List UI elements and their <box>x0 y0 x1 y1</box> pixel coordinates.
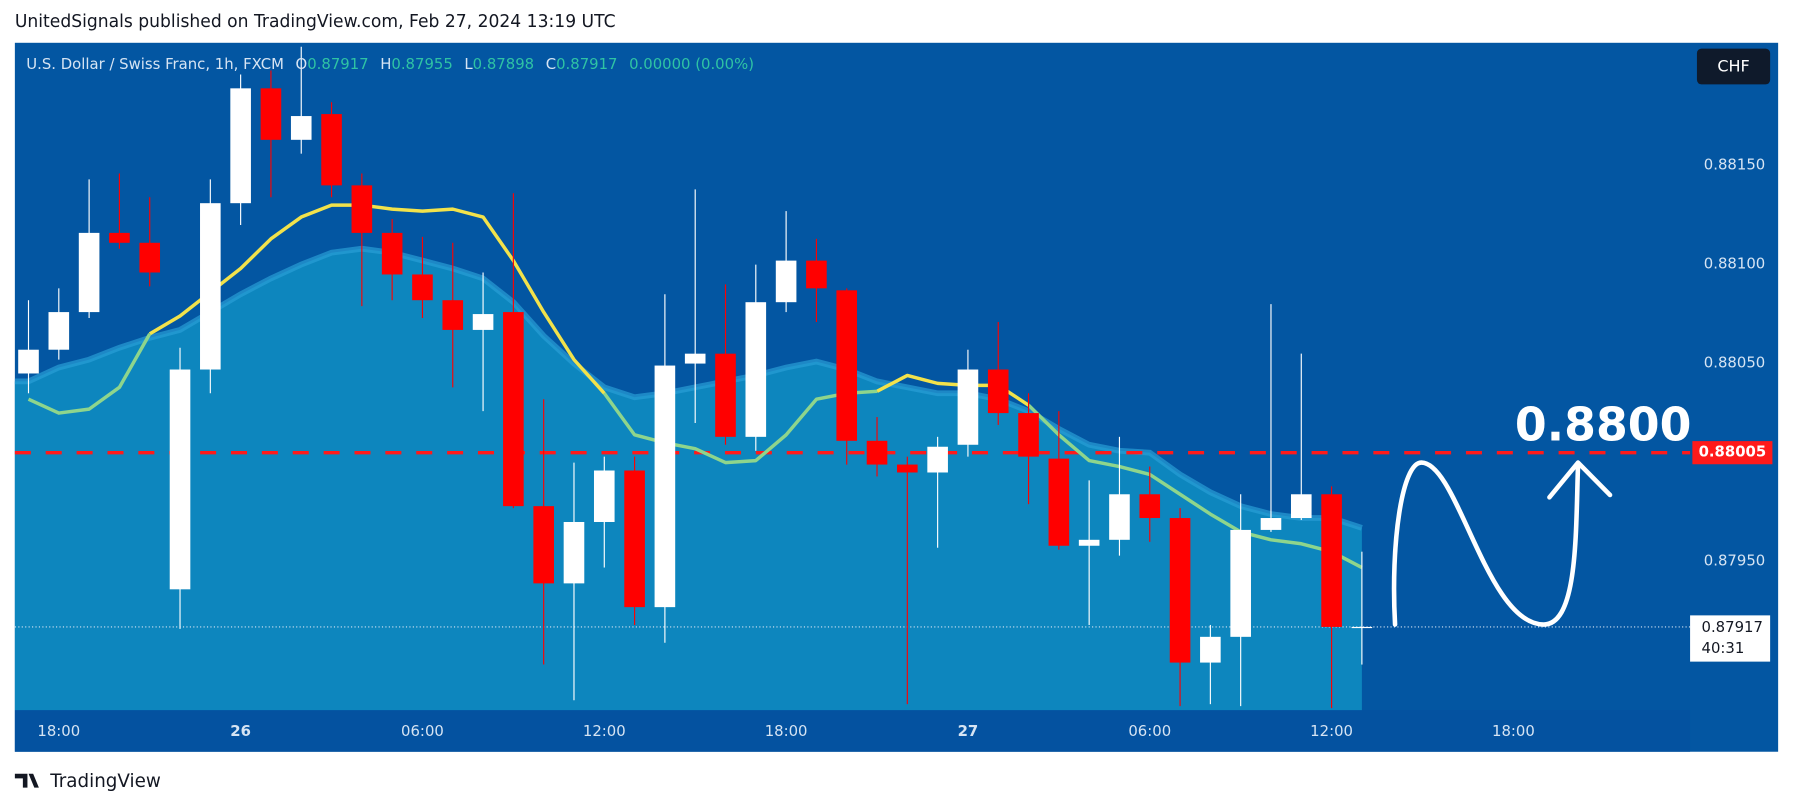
candle-body <box>987 369 1009 414</box>
annotation: 0.8800 <box>1515 397 1692 451</box>
candle-body <box>139 242 161 273</box>
candle-body <box>503 312 524 507</box>
legend-high-value: 0.87955 <box>391 55 452 73</box>
candle-body <box>1290 494 1312 519</box>
x-tick-label: 06:00 <box>1128 722 1171 740</box>
candle-body <box>1139 494 1161 519</box>
candle-body <box>381 232 403 275</box>
legend-h: H <box>380 55 391 73</box>
current-price-box <box>1690 615 1771 662</box>
candle-body <box>897 464 918 473</box>
candle-body <box>654 365 676 608</box>
legend-change: 0.00000 (0.00%) <box>629 55 754 73</box>
logo-mark <box>14 773 39 788</box>
candle-body <box>1078 539 1100 546</box>
time-axis-band <box>14 710 1691 752</box>
candle-body <box>836 290 858 441</box>
candle-body <box>533 506 554 584</box>
currency-button[interactable] <box>1696 48 1771 85</box>
band-area <box>14 248 1362 711</box>
y-tick-label: 0.88150 <box>1704 156 1765 174</box>
candle-body <box>48 312 70 350</box>
candle-body <box>412 274 433 301</box>
candle-body <box>1260 518 1282 530</box>
legend-c: C <box>546 55 556 73</box>
candle-body <box>1048 458 1070 546</box>
x-tick-label: 18:00 <box>1492 722 1535 740</box>
level-price-box <box>1692 441 1773 465</box>
candle-body <box>1200 636 1221 663</box>
current-price-label: 0.87917 <box>1702 618 1763 636</box>
publish-header: UnitedSignals published on TradingView.c… <box>15 12 616 32</box>
drawn-arrow <box>1391 460 1613 627</box>
candle-body <box>715 353 736 437</box>
candle-body <box>1351 626 1373 629</box>
candle-body <box>684 353 706 364</box>
x-tick-label: 06:00 <box>401 722 444 740</box>
level-price-label: 0.88005 <box>1699 443 1767 461</box>
candle-body <box>806 260 827 289</box>
y-tick-label: 0.88050 <box>1704 354 1765 372</box>
legend-o: O <box>296 55 308 73</box>
x-tick-label: 18:00 <box>37 722 80 740</box>
legend-open-value: 0.87917 <box>307 55 368 73</box>
candle-body <box>593 470 615 522</box>
candle-body <box>563 521 585 584</box>
candle-body <box>290 116 312 140</box>
candle-body <box>624 470 645 608</box>
candle-body <box>18 349 39 374</box>
candle-body <box>1018 413 1039 457</box>
countdown: 40:31 <box>1702 639 1745 657</box>
footer-logo: TradingView <box>14 771 161 792</box>
candle-body <box>1169 518 1191 663</box>
legend-l: L <box>464 55 473 73</box>
x-tick-label: 27 <box>958 722 979 740</box>
candle-body <box>78 232 100 313</box>
candle-body <box>321 114 342 186</box>
plot-area <box>14 46 1691 711</box>
candle-body <box>957 369 979 445</box>
indicator-line <box>27 333 1363 570</box>
candle-body <box>472 314 494 330</box>
candle-body <box>775 260 797 303</box>
x-tick-label: 12:00 <box>583 722 626 740</box>
candle-body <box>1321 494 1342 627</box>
candle-body <box>1230 529 1251 637</box>
candle-body <box>351 185 373 233</box>
y-tick-label: 0.88100 <box>1704 255 1765 273</box>
currency-label: CHF <box>1717 57 1749 76</box>
candle-body <box>169 369 191 590</box>
x-tick-label: 26 <box>230 722 251 740</box>
candle-body <box>927 446 948 473</box>
footer-brand: TradingView <box>49 771 160 792</box>
candle-body <box>866 440 888 465</box>
y-tick-label: 0.87950 <box>1704 552 1765 570</box>
legend-close-value: 0.87917 <box>556 55 617 73</box>
candle-body <box>1109 494 1130 540</box>
symbol: U.S. Dollar / Swiss Franc, 1h, FXCM <box>26 55 284 73</box>
x-tick-label: 18:00 <box>765 722 808 740</box>
chart-legend: U.S. Dollar / Swiss Franc, 1h, FXCM O0.8… <box>26 55 754 73</box>
x-tick-label: 12:00 <box>1310 722 1353 740</box>
candle-body <box>200 203 221 370</box>
candle-body <box>230 88 251 204</box>
candle-body <box>745 302 767 437</box>
legend-low-value: 0.87898 <box>473 55 534 73</box>
candle-body <box>109 232 130 243</box>
candle-body <box>260 88 282 140</box>
candle-body <box>442 300 464 330</box>
